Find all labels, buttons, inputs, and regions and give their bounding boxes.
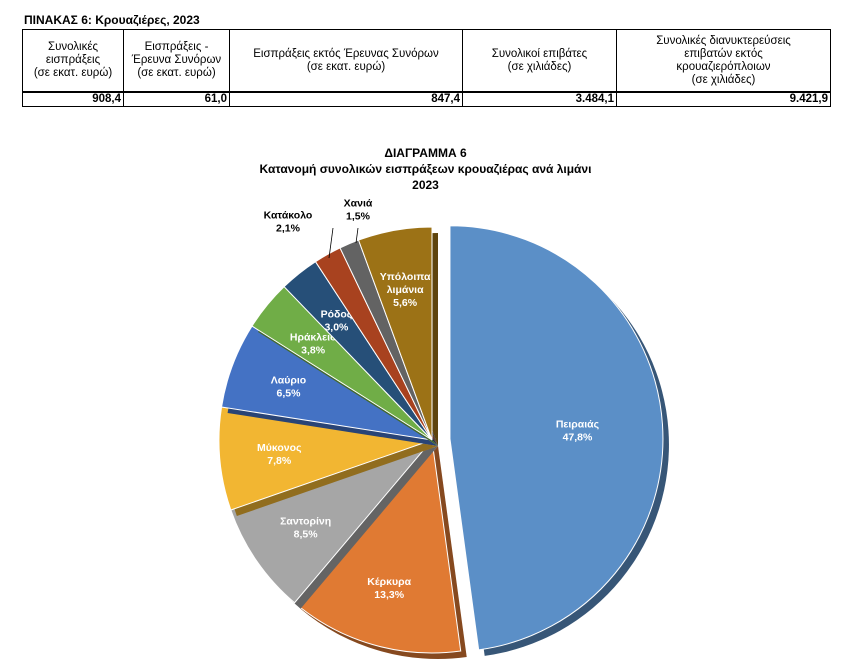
slice-label-other-ports: Υπόλοιπα λιμάνια 5,6% [380,271,431,309]
table-header-row: Συνολικές εισπράξεις (σε εκατ. ευρώ) Εισ… [22,29,831,93]
slice-label-kerkyra: Κέρκυρα 13,3% [367,576,411,601]
header-overnight-stays: Συνολικές διανυκτερεύσεις επιβατών εκτός… [616,29,831,93]
chart-title-line-3: 2023 [412,178,439,192]
pie-slice-other-ports [357,226,438,446]
slice-label-piraeus: Πειραιάς 47,8% [556,419,600,444]
header-non-survey-receipts: Εισπράξεις εκτός Έρευνας Συνόρων (σε εκα… [229,29,463,93]
slice-label-lavrio: Λαύριο 6,5% [271,374,306,399]
table-title: ΠΙΝΑΚΑΣ 6: Κρουαζιέρες, 2023 [24,13,200,27]
leader-line-chania [355,227,359,244]
cell-non-survey-receipts: 847,4 [229,91,463,107]
slice-label-katakolo: Κατάκολο 2,1% [264,210,313,235]
slice-label-santorini: Σαντορίνη 8,5% [280,515,331,540]
slice-label-irakleio: Ηράκλειο 3,8% [290,332,337,357]
header-border-survey-receipts: Εισπράξεις - Έρευνα Συνόρων (σε εκατ. ευ… [123,29,230,93]
header-total-receipts: Συνολικές εισπράξεις (σε εκατ. ευρώ) [22,29,124,93]
cell-total-passengers: 3.484,1 [462,91,617,107]
leader-line-katakolo [328,227,334,259]
slice-label-chania: Χανιά 1,5% [344,198,373,223]
chart-title-line-1: ΔΙΑΓΡΑΜΜΑ 6 [384,146,467,160]
pie-slice-piraeus [449,225,669,656]
cell-border-survey-receipts: 61,0 [123,91,230,107]
slice-label-mykonos: Μύκονος 7,8% [257,442,302,467]
pie-slice-kerkyra [293,438,467,659]
cell-total-receipts: 908,4 [22,91,124,107]
cell-overnight-stays: 9.421,9 [616,91,831,107]
slice-label-rodos: Ρόδος 3,0% [321,309,353,334]
chart-title-line-2: Κατανομή συνολικών εισπράξεων κρουαζιέρα… [259,162,592,176]
header-total-passengers: Συνολικοί επιβάτες (σε χιλιάδες) [462,29,617,93]
table-row: 908,4 61,0 847,4 3.484,1 9.421,9 [22,91,831,107]
pie-slice-santorini [230,438,438,609]
cruise-stats-table: Συνολικές εισπράξεις (σε εκατ. ευρώ) Εισ… [22,29,831,107]
